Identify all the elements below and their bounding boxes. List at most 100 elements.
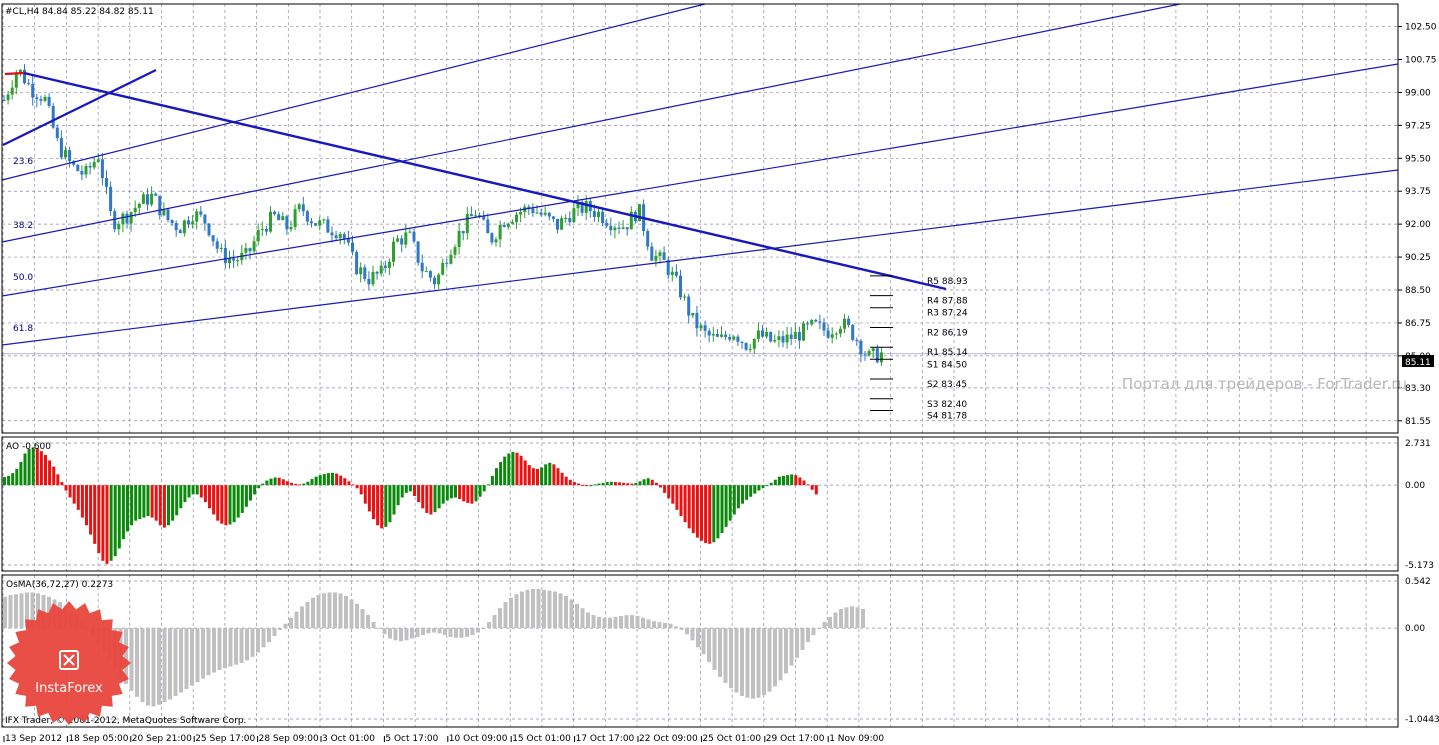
candle-body <box>871 348 875 352</box>
ao-bar <box>503 456 507 486</box>
candle-body <box>830 334 834 338</box>
grid <box>2 4 1402 742</box>
candle-body <box>215 241 219 249</box>
candle-body <box>191 221 195 225</box>
ao-bar <box>663 485 667 493</box>
fib-level-label: 61.8 <box>13 324 33 334</box>
x-tick-label: 10 Oct 09:00 <box>449 734 508 744</box>
candle-body <box>818 321 822 323</box>
osma-bar <box>751 628 755 699</box>
candle-body <box>170 220 174 223</box>
candle-body <box>679 275 682 298</box>
ao-bar <box>183 485 187 503</box>
osma-bar <box>839 609 843 629</box>
candle-body <box>88 165 92 168</box>
ao-bar <box>39 451 43 486</box>
ao-bar <box>150 485 154 518</box>
ao-bar <box>445 485 449 501</box>
osma-bar <box>778 628 783 681</box>
ao-bar <box>736 485 740 509</box>
ao-bar <box>695 485 699 538</box>
x-tick-label: 25 Sep 17:00 <box>195 734 255 744</box>
ao-bar <box>667 485 671 499</box>
ao-bar <box>654 482 658 486</box>
candle-body <box>720 334 723 337</box>
candle-body <box>117 224 121 230</box>
candle-body <box>625 227 629 230</box>
ao-bar <box>97 485 101 554</box>
axis-labels: 13 Sep 2012 18 Sep 05:00 20 Sep 21:00 25 Se… <box>5 23 1439 744</box>
candle-body <box>765 331 769 337</box>
osma-bar <box>795 628 799 658</box>
candle-body <box>437 274 441 285</box>
ao-bar <box>199 485 203 498</box>
candle-body <box>515 214 518 222</box>
ao-bar <box>7 475 11 486</box>
osma-bar <box>674 626 678 629</box>
ao-bar <box>158 485 162 526</box>
osma-bar <box>272 628 277 636</box>
osma-bar <box>531 589 535 629</box>
osma-bar <box>762 628 766 696</box>
candle-body <box>392 241 395 262</box>
x-tick-label: 17 Oct 17:00 <box>576 734 635 744</box>
candle-body <box>539 212 543 215</box>
candle-body <box>273 211 277 215</box>
candles <box>2 64 883 366</box>
candle-body <box>535 212 539 214</box>
ao-bar <box>372 485 375 520</box>
ao-bar <box>441 485 445 504</box>
osma-bar <box>586 612 590 629</box>
ao-bar <box>310 478 314 486</box>
x-tick-label: 5 Oct 17:00 <box>385 734 438 744</box>
candle-body <box>777 336 781 340</box>
candle-body <box>133 207 137 213</box>
ao-bar <box>318 475 322 486</box>
osma-bar <box>624 615 629 629</box>
candle-body <box>277 214 281 221</box>
osma-bar <box>30 592 35 629</box>
pivot-label: R2 86.19 <box>927 328 968 338</box>
osma-bar <box>135 628 139 697</box>
trend-line <box>23 71 947 291</box>
ao-bar <box>536 468 539 486</box>
ao-bar <box>499 462 503 486</box>
osma-bar <box>773 628 777 687</box>
ao-bar <box>117 485 121 549</box>
y-tick-label: 0.542 <box>1405 577 1431 587</box>
candle-body <box>556 218 559 230</box>
ao-bar <box>716 485 720 539</box>
osma-bar <box>371 622 376 629</box>
ao-bar <box>659 485 662 488</box>
candle-body <box>125 213 129 224</box>
candle-body <box>223 247 227 263</box>
osma-bar <box>25 592 29 629</box>
ao-bar <box>769 482 773 486</box>
ao-bar <box>794 475 798 486</box>
x-tick-label: 25 Oct 01:00 <box>702 734 761 744</box>
osma-bar <box>657 622 662 629</box>
candle-body <box>715 334 719 337</box>
candle-body <box>39 99 43 101</box>
osma-bar <box>641 617 645 629</box>
ao-bar <box>618 482 621 486</box>
osma-bar <box>14 594 18 629</box>
candle-body <box>810 319 814 325</box>
osma-bar <box>498 608 502 629</box>
osma-bar <box>542 589 546 629</box>
candle-body <box>670 271 674 275</box>
logo-emblem-icon <box>59 650 79 670</box>
candle-body <box>572 208 576 223</box>
x-tick-label: 1 Nov 09:00 <box>829 734 884 744</box>
ao-bar <box>384 485 388 527</box>
osma-bar <box>355 603 359 629</box>
osma-bar <box>223 628 227 669</box>
fib-level-label: 50.0 <box>13 273 33 283</box>
candle-body <box>424 271 428 273</box>
candle-body <box>375 271 379 274</box>
candle-body <box>490 233 494 243</box>
osma-bar <box>261 628 266 648</box>
candle-body <box>564 218 568 220</box>
candle-body <box>310 221 313 224</box>
